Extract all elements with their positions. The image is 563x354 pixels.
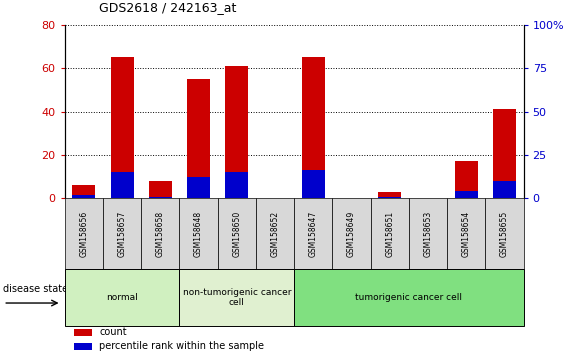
Text: normal: normal	[106, 293, 138, 302]
Text: GSM158658: GSM158658	[156, 211, 165, 257]
Bar	[294, 269, 524, 326]
Text: GSM158648: GSM158648	[194, 211, 203, 257]
Text: percentile rank within the sample: percentile rank within the sample	[99, 341, 264, 351]
Bar	[302, 171, 325, 198]
Text: GSM158649: GSM158649	[347, 211, 356, 257]
Text: disease state: disease state	[3, 284, 68, 294]
Text: GSM158651: GSM158651	[385, 211, 394, 257]
Bar	[332, 198, 370, 269]
Bar	[149, 196, 172, 198]
Bar	[65, 198, 103, 269]
Text: GSM158657: GSM158657	[118, 211, 127, 257]
Bar	[493, 181, 516, 198]
Bar	[110, 57, 133, 198]
Bar	[455, 191, 477, 198]
Bar	[378, 196, 401, 198]
Bar	[74, 343, 92, 350]
Bar	[103, 198, 141, 269]
Bar	[187, 177, 210, 198]
Bar	[485, 198, 524, 269]
Text: GSM158654: GSM158654	[462, 211, 471, 257]
Bar	[149, 181, 172, 198]
Text: count: count	[99, 327, 127, 337]
Bar	[294, 198, 332, 269]
Bar	[187, 79, 210, 198]
Bar	[378, 192, 401, 198]
Bar	[447, 198, 485, 269]
Bar	[65, 269, 180, 326]
Text: GSM158656: GSM158656	[79, 211, 88, 257]
Bar	[225, 66, 248, 198]
Bar	[455, 161, 477, 198]
Bar	[141, 198, 180, 269]
Text: GSM158652: GSM158652	[271, 211, 280, 257]
Bar	[180, 198, 218, 269]
Text: GSM158650: GSM158650	[233, 211, 242, 257]
Bar	[73, 185, 95, 198]
Bar	[302, 57, 325, 198]
Bar	[370, 198, 409, 269]
Bar	[218, 198, 256, 269]
Bar	[256, 198, 294, 269]
Text: GSM158653: GSM158653	[423, 211, 432, 257]
Text: non-tumorigenic cancer
cell: non-tumorigenic cancer cell	[182, 288, 291, 307]
Text: GDS2618 / 242163_at: GDS2618 / 242163_at	[99, 1, 236, 14]
Bar	[493, 109, 516, 198]
Text: GSM158655: GSM158655	[500, 211, 509, 257]
Bar	[409, 198, 447, 269]
Text: tumorigenic cancer cell: tumorigenic cancer cell	[355, 293, 462, 302]
Bar	[110, 172, 133, 198]
Bar	[73, 195, 95, 198]
Bar	[180, 269, 294, 326]
Text: GSM158647: GSM158647	[309, 211, 318, 257]
Bar	[225, 172, 248, 198]
Bar	[74, 329, 92, 336]
